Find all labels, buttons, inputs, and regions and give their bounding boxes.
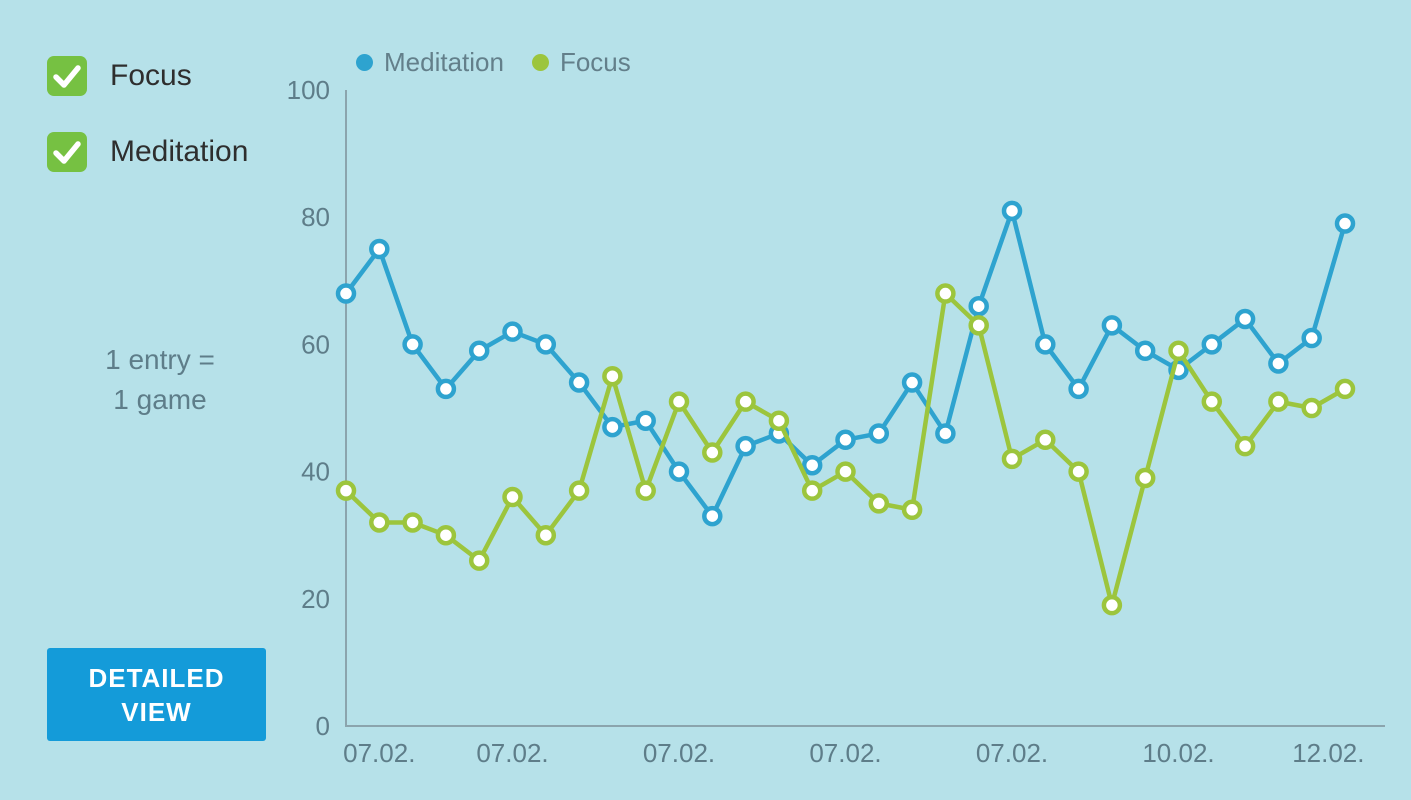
- svg-text:80: 80: [301, 202, 330, 232]
- chart-legend: Meditation Focus: [356, 47, 631, 78]
- entry-note-line2: 1 game: [113, 384, 207, 415]
- meditation-toggle-label: Meditation: [110, 135, 249, 168]
- svg-text:07.02.: 07.02.: [809, 738, 881, 768]
- checkmark-icon: [53, 141, 81, 164]
- svg-text:20: 20: [301, 584, 330, 614]
- focus-toggle[interactable]: Focus: [47, 56, 192, 96]
- focus-checkbox-icon[interactable]: [47, 56, 87, 96]
- svg-text:12.02.: 12.02.: [1292, 738, 1364, 768]
- focus-legend-label: Focus: [559, 47, 631, 77]
- focus-toggle-label: Focus: [110, 59, 192, 92]
- svg-text:07.02.: 07.02.: [643, 738, 715, 768]
- meditation-toggle[interactable]: Meditation: [47, 132, 248, 172]
- svg-text:07.02.: 07.02.: [343, 738, 415, 768]
- meditation-checkbox-icon[interactable]: [47, 132, 87, 172]
- svg-text:07.02.: 07.02.: [976, 738, 1048, 768]
- meditation-legend-dot-icon: [356, 54, 373, 71]
- svg-text:10.02.: 10.02.: [1142, 738, 1214, 768]
- svg-text:07.02.: 07.02.: [476, 738, 548, 768]
- svg-text:0: 0: [316, 711, 330, 741]
- legend-item-focus: Focus: [531, 47, 631, 78]
- legend-item-meditation: Meditation: [356, 47, 504, 78]
- detailed-view-button[interactable]: DETAILED VIEW: [47, 648, 266, 741]
- entry-note-line1: 1 entry =: [105, 344, 215, 375]
- entry-note: 1 entry = 1 game: [55, 340, 265, 420]
- detailed-view-button-line2: VIEW: [121, 696, 192, 727]
- svg-text:60: 60: [301, 329, 330, 359]
- focus-legend-dot-icon: [531, 54, 549, 71]
- meditation-legend-label: Meditation: [384, 47, 504, 77]
- checkmark-icon: [53, 65, 81, 88]
- detailed-view-button-line1: DETAILED: [88, 662, 225, 693]
- svg-text:100: 100: [287, 75, 330, 105]
- svg-text:40: 40: [301, 457, 330, 487]
